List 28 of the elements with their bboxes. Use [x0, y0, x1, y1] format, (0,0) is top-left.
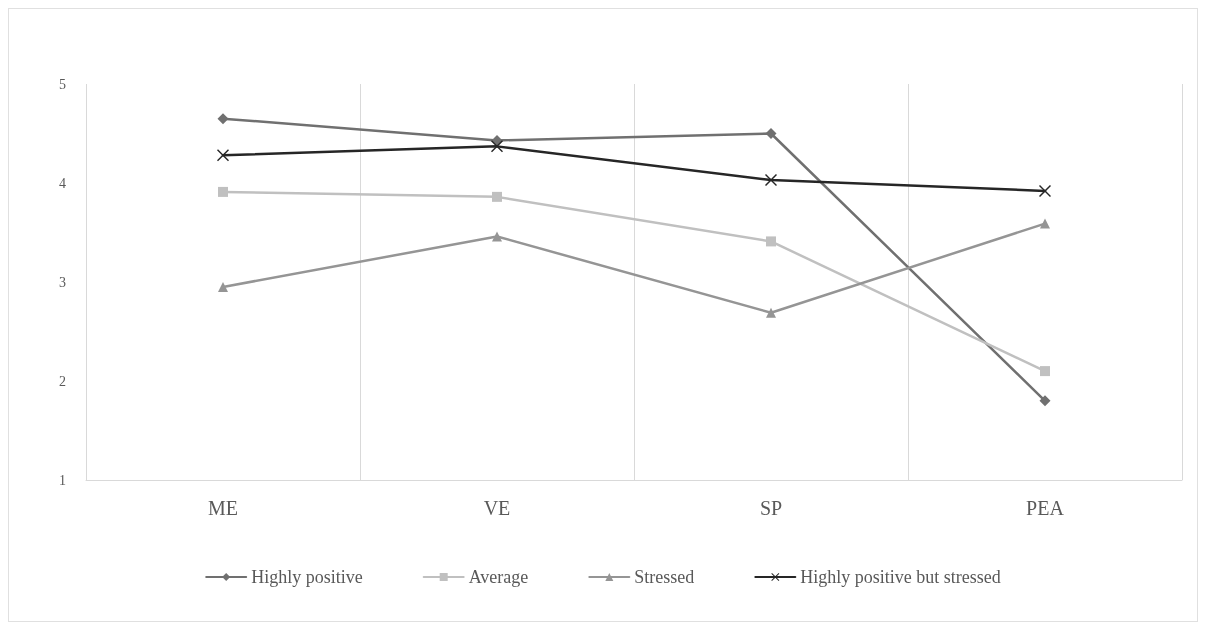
legend-label: Highly positive but stressed — [800, 567, 1001, 587]
legend-label: Stressed — [634, 567, 695, 587]
y-tick-label: 1 — [59, 472, 66, 488]
point — [492, 231, 502, 242]
point — [218, 281, 228, 292]
point — [1040, 218, 1050, 229]
point — [217, 149, 229, 162]
x-tick-label: SP — [759, 497, 783, 519]
x-tick-label: ME — [208, 497, 238, 519]
point — [217, 113, 229, 125]
legend-label: Average — [468, 567, 529, 587]
y-tick-label: 5 — [59, 76, 66, 92]
point — [765, 174, 777, 187]
point — [1040, 366, 1050, 377]
x-tick-label: VE — [483, 497, 511, 519]
point — [1039, 395, 1051, 407]
point — [492, 191, 502, 202]
point — [766, 307, 776, 318]
point — [766, 236, 776, 247]
legend-label: Highly positive — [251, 567, 363, 587]
point — [218, 186, 228, 197]
x-tick-label: PEA — [1026, 497, 1065, 519]
y-tick-label: 4 — [59, 175, 66, 191]
point — [765, 128, 777, 139]
point — [491, 140, 503, 153]
y-tick-label: 2 — [59, 373, 66, 389]
y-tick-label: 3 — [59, 274, 66, 290]
point — [1039, 184, 1051, 197]
